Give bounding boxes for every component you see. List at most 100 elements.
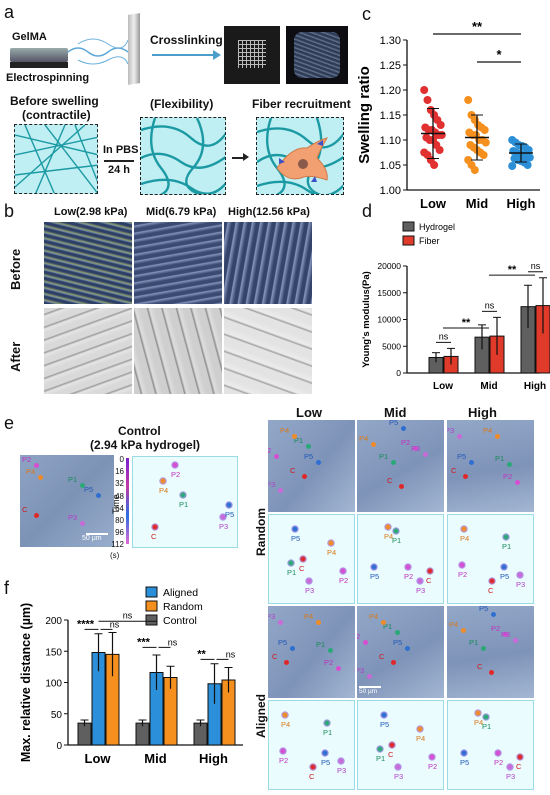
f-bar [77, 722, 92, 746]
cell-label: C [426, 576, 432, 585]
row-before-label: Before [8, 248, 23, 290]
d-legend-label: Hydrogel [419, 222, 455, 232]
cell-label: P2 [458, 570, 468, 579]
electrospinning-label: Electrospinning [6, 72, 90, 84]
d-ytick-label: 0 [396, 368, 401, 378]
cell-track [225, 501, 233, 509]
cell-label: P1 [482, 722, 492, 731]
arrow-head [213, 50, 221, 60]
e-row-random: Random [254, 508, 268, 556]
e-track-random-high: P1 P2 P3 P4 P5 C [447, 514, 534, 604]
f-legend-label: Random [163, 601, 203, 613]
d-sig-label: ** [508, 264, 517, 276]
c-xtick-label: Mid [466, 196, 488, 211]
f-ytick-label: 200 [45, 616, 62, 627]
d-ytick-label: 20000 [377, 261, 401, 271]
cell-label: P2 [494, 758, 504, 767]
cell-label: P4 [281, 720, 291, 729]
cell-label: P4 [359, 434, 369, 443]
cell-label: P1 [179, 500, 189, 509]
cell-label: P1 [502, 542, 512, 551]
f-xtick-label: Low [85, 751, 112, 766]
cell-label: P5 [370, 572, 380, 581]
cell-marker [469, 460, 474, 465]
time-unit: (s) [110, 551, 120, 560]
cell-track [327, 539, 335, 547]
e-image-random-mid: P1 P2 P3 P4 P5 C [357, 420, 444, 512]
f-ytick-label: 0 [56, 741, 62, 752]
cell-track [179, 491, 187, 499]
d-legend-swatch [402, 221, 415, 232]
cell-track [474, 709, 482, 717]
time-tick-label: 64 [115, 503, 124, 513]
cell-label: P5 [500, 572, 510, 581]
chart-f-distance: 0 50 100 150 200 Max. relative distance (µm) A… [19, 586, 243, 766]
cell-marker [284, 660, 289, 665]
cell-label: P3 [506, 772, 516, 781]
c-point [480, 126, 489, 134]
gelma-label: GelMA [12, 31, 47, 43]
cell-label: P2 [339, 576, 349, 585]
cell-track [428, 753, 436, 761]
time-tick-label: 0 [119, 455, 124, 464]
f-ytick-label: 150 [45, 647, 62, 658]
cell-marker [507, 462, 512, 467]
cell-label: C [272, 652, 278, 661]
b-before-high [224, 222, 312, 304]
d-sig-label: ** [462, 317, 471, 329]
c-ytick-label: 1.10 [380, 135, 401, 147]
e-image-random-high: P1 P2 P3 P4 P5 C [447, 420, 534, 512]
cell-marker [495, 434, 500, 439]
cell-marker [399, 484, 404, 489]
e-track-aligned-mid: P1 P2 P3 P4 P5 C [357, 700, 444, 790]
cell-marker [328, 648, 333, 653]
cell-track [321, 749, 329, 757]
c-ytick-label: 1.05 [380, 160, 401, 172]
cell-label: P1 [323, 728, 333, 737]
e-col-mid: Mid [384, 405, 407, 420]
cell-label: C [488, 586, 494, 595]
control-track: P1 P2 P3 P4 P5 C [132, 456, 238, 548]
cell-label: P3 [219, 522, 229, 531]
cell-label: P3 [268, 480, 276, 489]
cell-label: C [151, 532, 157, 541]
panel-label-b: b [4, 201, 15, 221]
d-xtick-label: Mid [480, 381, 497, 392]
cell-label: P4 [460, 534, 470, 543]
time-tick-label: 96 [115, 528, 124, 538]
cell-marker [367, 674, 372, 679]
cell-label: P3 [416, 586, 426, 595]
col-low-label: Low(2.98 kPa) [54, 206, 128, 218]
e-image-aligned-mid: P1 P2 P3 P4 P5 C 50 µm [357, 606, 444, 698]
d-legend-label: Fiber [419, 236, 440, 246]
cell-label: P2 [357, 632, 361, 641]
cell-marker [274, 454, 279, 459]
cell-marker [391, 460, 396, 465]
cell-label: P1 [376, 754, 386, 763]
cell-track [516, 753, 524, 761]
time-colorbar [126, 458, 129, 544]
c-xtick-label: Low [420, 196, 447, 211]
cell-label: C [309, 772, 315, 781]
control-subtitle: (2.94 kPa hydrogel) [90, 438, 201, 452]
c-point [525, 153, 534, 162]
cell-label: P4 [304, 612, 314, 621]
cell-marker [363, 640, 368, 645]
cell-track [458, 561, 466, 569]
d-sig-label: ns [531, 261, 541, 271]
crosslinking-arrow [152, 54, 216, 56]
cell-label: C [22, 505, 28, 514]
cell-label: P2 [401, 438, 411, 447]
cell-track [287, 559, 295, 567]
cell-track [516, 571, 524, 579]
cell-track [171, 461, 179, 469]
cell-label: P5 [380, 720, 390, 729]
cell-track [426, 567, 434, 575]
cell-track [281, 711, 289, 719]
col-mid-label: Mid(6.79 kPa) [146, 206, 217, 218]
mesh-before [14, 124, 98, 194]
c-point [481, 138, 490, 147]
cell-label: P5 [225, 510, 235, 519]
cell-marker [489, 670, 494, 675]
c-ytick-label: 1.30 [380, 35, 401, 47]
